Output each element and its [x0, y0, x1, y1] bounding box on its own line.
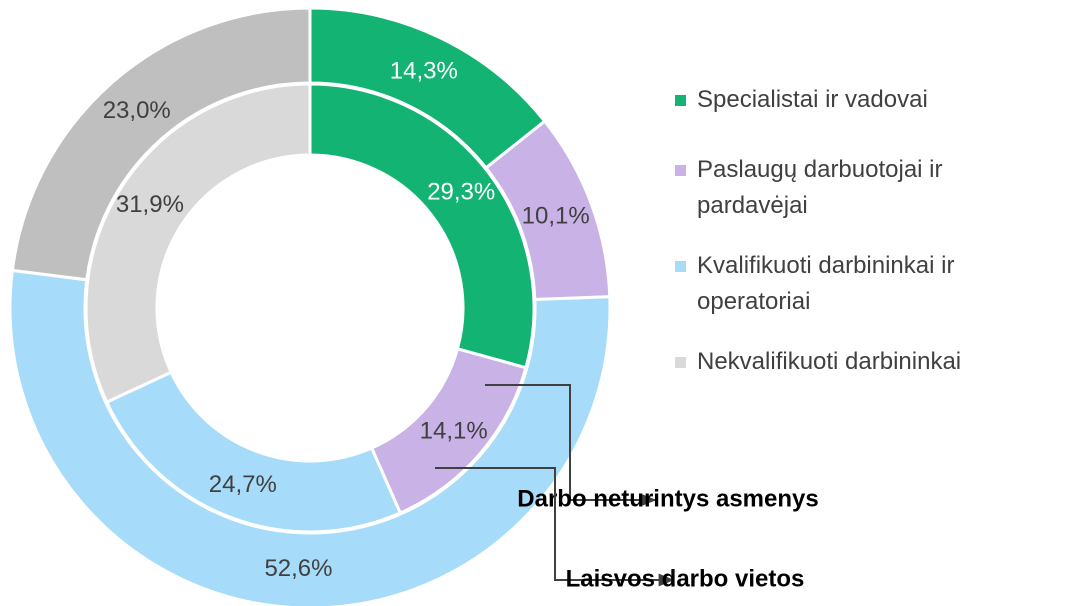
annotation-line	[485, 384, 657, 507]
data-label: 29,3%	[427, 178, 495, 205]
legend-swatch	[675, 357, 686, 368]
data-label: 23,0%	[103, 97, 171, 124]
legend-label: Nekvalifikuoti darbininkai	[697, 348, 962, 375]
donut-segment	[8, 268, 612, 606]
legend-item: Kvalifikuoti darbininkai ir operatoriai	[675, 248, 1035, 320]
legend-item: Specialistai ir vadovai	[675, 82, 1035, 118]
legend-item: Paslaugų darbuotojai ir pardavėjai	[675, 152, 1035, 224]
legend-swatch	[675, 95, 686, 106]
legend-swatch	[675, 165, 686, 176]
legend-label: Paslaugų darbuotojai ir pardavėjai	[697, 156, 943, 219]
data-label: 10,1%	[522, 202, 590, 229]
data-label: 24,7%	[209, 471, 277, 498]
legend-swatch	[675, 261, 686, 272]
annotation-line	[435, 467, 675, 587]
series-annotation: Darbo neturintys asmenys	[517, 485, 818, 512]
legend-item: Nekvalifikuoti darbininkai	[675, 344, 1035, 380]
data-label: 14,1%	[420, 418, 488, 445]
data-label: 31,9%	[116, 191, 184, 218]
legend-label: Kvalifikuoti darbininkai ir operatoriai	[697, 252, 955, 315]
series-annotation: Laisvos darbo vietos	[566, 565, 805, 592]
donut-segment	[10, 6, 312, 282]
data-label: 52,6%	[264, 555, 332, 582]
legend-label: Specialistai ir vadovai	[697, 86, 928, 113]
legend: Specialistai ir vadovai Paslaugų darbuoto…	[675, 82, 1035, 380]
data-label: 14,3%	[390, 57, 458, 84]
